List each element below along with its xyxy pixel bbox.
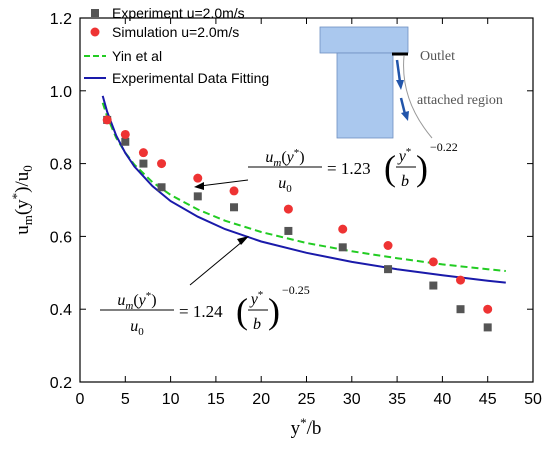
simulation-point [229, 186, 239, 196]
legend-square-marker [91, 9, 99, 17]
simulation-point [102, 115, 112, 125]
experiment-point [456, 305, 465, 314]
y-tick-label: 0.8 [50, 157, 72, 174]
inset-diagram: Outlet attached region [319, 26, 503, 139]
equation-fitting-exponent: −0.25 [282, 283, 310, 297]
legend-label-yin: Yin et al [112, 48, 162, 64]
svg-text:um(y*): um(y*) [265, 147, 304, 169]
y-tick-label: 1.0 [50, 84, 72, 101]
flow-arrow-1 [395, 59, 402, 83]
x-tick-label: 40 [434, 391, 452, 408]
x-tick-label: 5 [121, 391, 130, 408]
flow-arrowhead-1 [396, 80, 404, 90]
equation-yin-coefficient: = 1.23 [327, 159, 371, 178]
y-axis: 0.2 0.4 0.6 0.8 1.0 1.2 [50, 11, 533, 392]
legend-label-simulation: Simulation u=2.0m/s [112, 24, 239, 40]
x-axis: 0 5 10 15 20 25 30 35 40 45 50 [76, 18, 542, 408]
x-axis-title: y*/b [291, 415, 322, 439]
flow-arrow-2 [399, 97, 407, 115]
x-tick-label: 30 [343, 391, 361, 408]
simulation-point [120, 129, 130, 139]
svg-text:um(y*): um(y*) [117, 290, 156, 312]
experiment-point [139, 159, 148, 168]
equation-fitting: um(y*) u0 = 1.24 ( y* b ) −0.25 [100, 283, 310, 338]
experiment-point [193, 192, 202, 201]
line-series [101, 95, 506, 284]
x-tick-label: 50 [524, 391, 542, 408]
scatter-series [102, 115, 493, 332]
simulation-point [428, 257, 438, 267]
jet-boundary [403, 55, 433, 139]
y-axis-title: um(y*)/u0 [9, 165, 35, 235]
attached-region-label: attached region [417, 93, 503, 108]
x-tick-label: 20 [252, 391, 270, 408]
svg-text:(: ( [384, 148, 396, 188]
x-tick-label: 0 [76, 391, 85, 408]
experiment-point [284, 226, 293, 235]
y-tick-label: 0.6 [50, 229, 72, 246]
svg-text:b: b [253, 316, 261, 333]
y-tick-label: 1.2 [50, 11, 72, 28]
svg-text:y*: y* [249, 289, 264, 308]
legend-label-experiment: Experiment u=2.0m/s [112, 5, 245, 21]
outlet-label: Outlet [420, 49, 455, 64]
simulation-point [383, 241, 393, 250]
x-tick-label: 25 [298, 391, 316, 408]
legend-circle-marker [90, 27, 100, 37]
equation-yin-exponent: −0.22 [430, 140, 458, 154]
equation-fitting-coefficient: = 1.24 [179, 302, 223, 321]
equation-yin-arrowhead [194, 182, 204, 190]
svg-text:): ) [416, 148, 428, 188]
experiment-point [121, 137, 130, 146]
inset-top-block [319, 26, 409, 54]
svg-text:b: b [401, 173, 409, 190]
svg-text:u0: u0 [278, 175, 292, 195]
simulation-point [283, 204, 293, 214]
fitting-curve [101, 95, 506, 284]
equation-fitting-arrow [189, 240, 244, 286]
x-tick-label: 10 [162, 391, 180, 408]
y-tick-label: 0.4 [50, 302, 72, 319]
inset-bottom-block [336, 52, 394, 139]
equation-yin-arrow [199, 179, 249, 187]
simulation-point [338, 224, 348, 234]
x-tick-label: 15 [207, 391, 225, 408]
simulation-point [138, 148, 148, 158]
equation-fitting-arrowhead [237, 236, 249, 245]
experiment-point [384, 265, 393, 274]
equation-yin: um(y*) u0 = 1.23 ( y* b ) −0.22 [248, 140, 458, 195]
simulation-point [483, 304, 493, 314]
simulation-point [456, 275, 466, 285]
svg-text:y*: y* [397, 146, 412, 165]
legend-label-fitting: Experimental Data Fitting [112, 70, 269, 86]
svg-text:u0: u0 [130, 318, 144, 338]
simulation-point [193, 173, 203, 183]
y-tick-label: 0.2 [50, 375, 72, 392]
svg-text:): ) [268, 291, 280, 331]
experiment-point [338, 243, 347, 252]
experiment-point [483, 323, 492, 332]
experiment-point [230, 203, 239, 212]
x-tick-label: 45 [479, 391, 497, 408]
simulation-point [157, 159, 167, 169]
legend: Experiment u=2.0m/s Simulation u=2.0m/s … [84, 5, 269, 86]
flow-arrowhead-2 [401, 111, 409, 121]
experiment-point [429, 281, 438, 290]
experiment-point [157, 183, 166, 192]
x-tick-label: 35 [388, 391, 406, 408]
svg-text:(: ( [236, 291, 248, 331]
